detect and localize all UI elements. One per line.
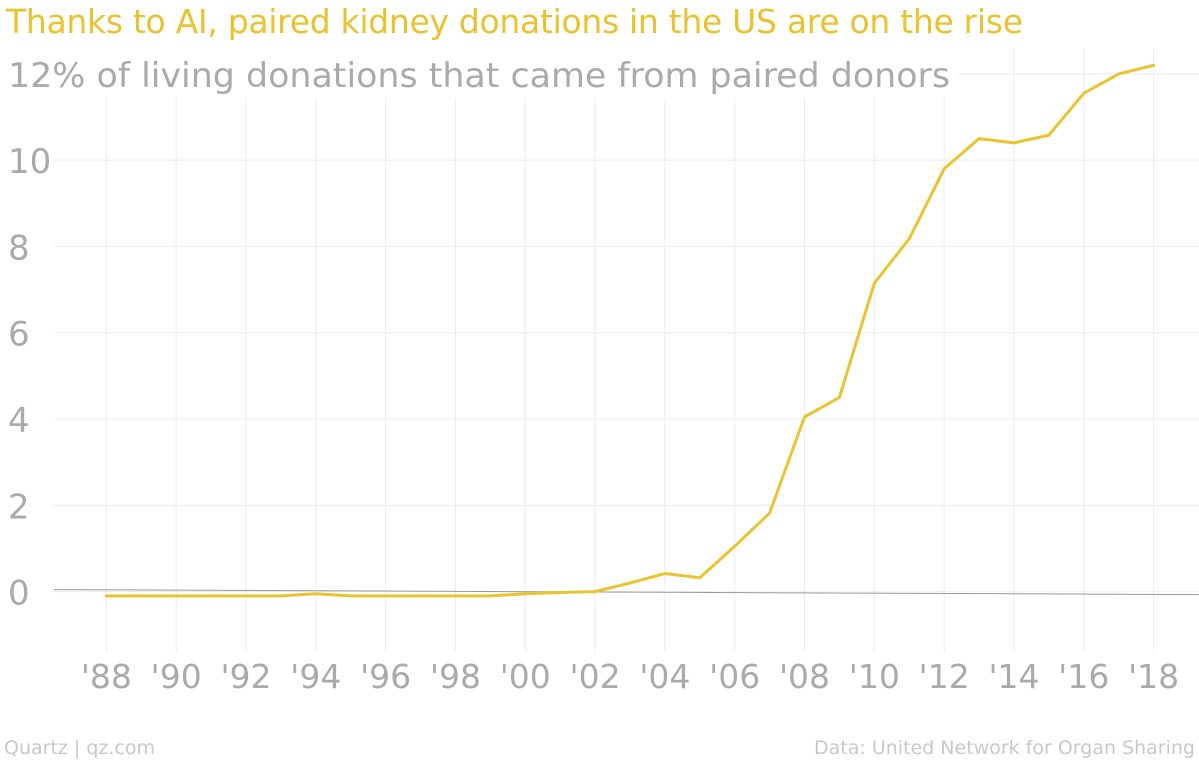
data-point [209, 594, 213, 598]
x-tick-label: '04 [639, 657, 690, 696]
data-point [872, 281, 876, 285]
baseline-layer [53, 589, 1199, 596]
series-line [104, 63, 1156, 598]
x-tick-label: '14 [988, 657, 1039, 696]
data-point [1082, 91, 1086, 95]
y-axis-labels: 0 2 4 6 8 10 12% of living donations that came… [0, 45, 958, 614]
y-tick-label: 4 [8, 401, 30, 441]
y-tick-label: 2 [8, 487, 30, 527]
data-point [907, 237, 911, 241]
data-point [174, 594, 178, 598]
x-tick-label: '92 [220, 657, 271, 696]
x-tick-label: '06 [709, 657, 760, 696]
x-tick-label: '02 [570, 657, 621, 696]
x-tick-label: '98 [430, 657, 481, 696]
footer-credit: Quartz | qz.com [4, 737, 156, 759]
data-point [139, 594, 143, 598]
y-tick-label: 0 [8, 574, 30, 614]
data-point [803, 415, 807, 419]
data-point [558, 590, 562, 594]
data-point [349, 594, 353, 598]
data-point [733, 544, 737, 548]
x-tick-label: '96 [360, 657, 411, 696]
data-point [244, 594, 248, 598]
data-point [314, 592, 318, 596]
data-point [419, 594, 423, 598]
x-tick-label: '10 [849, 657, 900, 696]
data-point [977, 137, 981, 141]
data-point [1012, 141, 1016, 145]
data-point [384, 594, 388, 598]
x-tick-label: '94 [290, 657, 341, 696]
x-axis-labels: '88 '90 '92 '94 '96 '98 '00 '02 '04 '06 '08 '10 '12 '… [81, 657, 1179, 696]
y-tick-label: 6 [8, 315, 30, 355]
y-axis-header: 12% of living donations that came from p… [8, 56, 950, 96]
data-point [593, 590, 597, 594]
data-point [942, 167, 946, 171]
x-tick-label: '12 [919, 657, 970, 696]
grid-layer [54, 48, 1199, 652]
y-tick-label: 8 [8, 228, 30, 268]
data-point [698, 576, 702, 580]
x-tick-label: '88 [81, 657, 132, 696]
data-point [279, 594, 283, 598]
data-point [628, 581, 632, 585]
x-tick-label: '18 [1128, 657, 1179, 696]
x-tick-label: '90 [151, 657, 202, 696]
x-tick-label: '08 [779, 657, 830, 696]
chart-title: Thanks to AI, paired kidney donations in… [6, 2, 1023, 41]
data-point [453, 594, 457, 598]
x-tick-label: '16 [1058, 657, 1109, 696]
data-point [1047, 133, 1051, 137]
data-point [663, 571, 667, 575]
data-point [488, 594, 492, 598]
zero-baseline [53, 589, 1199, 596]
data-point [837, 395, 841, 399]
y-tick-label: 10 [8, 142, 51, 182]
data-point [1152, 63, 1156, 67]
footer-source: Data: United Network for Organ Sharing [814, 737, 1195, 759]
data-point [523, 592, 527, 596]
data-point [768, 511, 772, 515]
series-layer [104, 63, 1156, 598]
data-point [104, 594, 108, 598]
data-point [1117, 72, 1121, 76]
y-header-background [0, 45, 958, 98]
x-tick-label: '00 [500, 657, 551, 696]
